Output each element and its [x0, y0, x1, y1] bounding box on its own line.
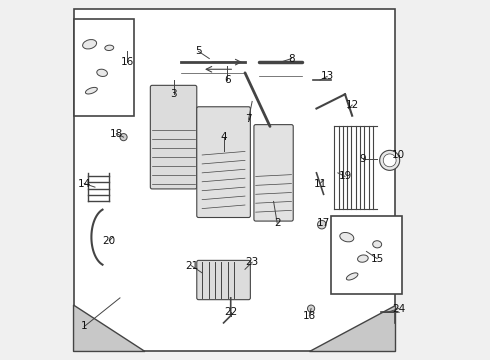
Text: 4: 4 [220, 132, 227, 142]
Ellipse shape [85, 87, 98, 94]
Text: 12: 12 [345, 100, 359, 110]
Text: 21: 21 [185, 261, 198, 271]
Text: 9: 9 [360, 154, 366, 163]
Text: 8: 8 [288, 54, 295, 64]
Text: 24: 24 [392, 303, 405, 314]
Text: 14: 14 [77, 179, 91, 189]
Text: 18: 18 [303, 311, 316, 321]
FancyBboxPatch shape [197, 260, 250, 300]
Text: 17: 17 [317, 218, 330, 228]
Circle shape [383, 154, 396, 167]
Circle shape [380, 150, 400, 170]
Text: 16: 16 [121, 57, 134, 67]
Text: 22: 22 [224, 307, 237, 317]
Polygon shape [74, 305, 145, 351]
Text: 7: 7 [245, 114, 252, 124]
Text: 5: 5 [195, 46, 202, 57]
FancyBboxPatch shape [254, 125, 293, 221]
Text: 19: 19 [339, 171, 352, 181]
Ellipse shape [373, 241, 382, 248]
Text: 1: 1 [81, 321, 88, 332]
Ellipse shape [83, 40, 97, 49]
Ellipse shape [97, 69, 107, 76]
Text: 3: 3 [170, 89, 177, 99]
Ellipse shape [358, 255, 368, 262]
Text: 15: 15 [370, 253, 384, 264]
Ellipse shape [105, 45, 114, 50]
FancyBboxPatch shape [150, 85, 197, 189]
Text: 18: 18 [110, 129, 123, 139]
Bar [331, 216, 402, 294]
Circle shape [308, 305, 315, 312]
Ellipse shape [346, 273, 358, 280]
Text: 10: 10 [392, 150, 405, 160]
Polygon shape [309, 305, 395, 351]
Ellipse shape [340, 233, 354, 242]
Text: 13: 13 [320, 71, 334, 81]
FancyBboxPatch shape [197, 107, 250, 217]
Text: 6: 6 [224, 75, 230, 85]
Bar [74, 19, 134, 116]
Text: 23: 23 [245, 257, 259, 267]
Text: 2: 2 [274, 218, 280, 228]
Circle shape [120, 134, 127, 141]
Text: 20: 20 [103, 236, 116, 246]
Circle shape [318, 220, 326, 229]
Text: 11: 11 [314, 179, 327, 189]
